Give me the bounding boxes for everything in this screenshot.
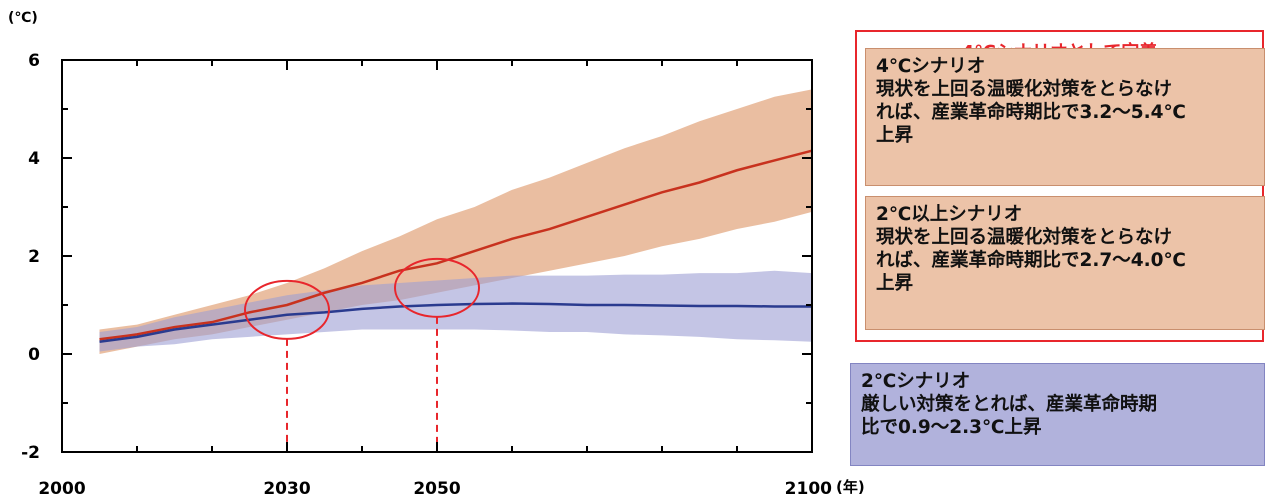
- y-tick-label: 0: [28, 345, 40, 365]
- temperature-chart: 6 4 2 0 -2 2000 2030 2050 2100 (℃): [8, 10, 832, 499]
- band-2c: [99, 270, 812, 352]
- y-tick-label: 2: [28, 247, 40, 267]
- legend-line: れば、産業革命時期比で2.7～4.0℃: [876, 250, 1186, 271]
- legend-title: 2℃以上シナリオ: [876, 204, 1023, 225]
- x-tick-label: 2100: [785, 479, 832, 499]
- tick-labels: 6 4 2 0 -2 2000 2030 2050 2100: [21, 51, 832, 499]
- axis-ticks: [61, 59, 813, 453]
- series-line-2c: [99, 302, 812, 343]
- legend-line: 厳しい対策をとれば、産業革命時期: [861, 394, 1158, 415]
- x-tick-label: 2050: [413, 479, 460, 499]
- legend-line: 現状を上回る温暖化対策をとらなけ: [876, 227, 1173, 248]
- legend-box-2c-plus: 2℃以上シナリオ 現状を上回る温暖化対策をとらなけ れば、産業革命時期比で2.7…: [865, 196, 1265, 330]
- marker-circle: [394, 257, 480, 318]
- legend-box-4c: 4℃シナリオ 現状を上回る温暖化対策をとらなけ れば、産業革命時期比で3.2～5…: [865, 48, 1265, 186]
- legend-box-2c: 2℃シナリオ 厳しい対策をとれば、産業革命時期 比で0.9～2.3℃上昇: [850, 363, 1265, 466]
- legend-line: 現状を上回る温暖化対策をとらなけ: [876, 79, 1173, 100]
- legend-line: 上昇: [876, 273, 914, 294]
- legend-line: 比で0.9～2.3℃上昇: [861, 417, 1042, 438]
- highlight-markers: [244, 257, 480, 452]
- y-tick-label: -2: [21, 443, 40, 463]
- series-lines: [99, 149, 813, 343]
- series-line-4c: [99, 149, 813, 341]
- legend-title: 4℃シナリオ: [876, 56, 986, 77]
- marker-circle: [244, 279, 330, 340]
- x-unit-label: (年): [836, 478, 865, 496]
- y-tick-label: 4: [28, 149, 40, 169]
- y-unit-label: (℃): [8, 10, 38, 26]
- legend-line: れば、産業革命時期比で3.2～5.4℃: [876, 102, 1186, 123]
- uncertainty-bands: [99, 89, 812, 355]
- legend-line: 上昇: [876, 125, 914, 146]
- band-4c: [99, 89, 812, 355]
- legend-title: 2℃シナリオ: [861, 371, 971, 392]
- y-tick-label: 6: [28, 51, 40, 71]
- x-tick-label: 2000: [38, 479, 85, 499]
- x-tick-label: 2030: [263, 479, 310, 499]
